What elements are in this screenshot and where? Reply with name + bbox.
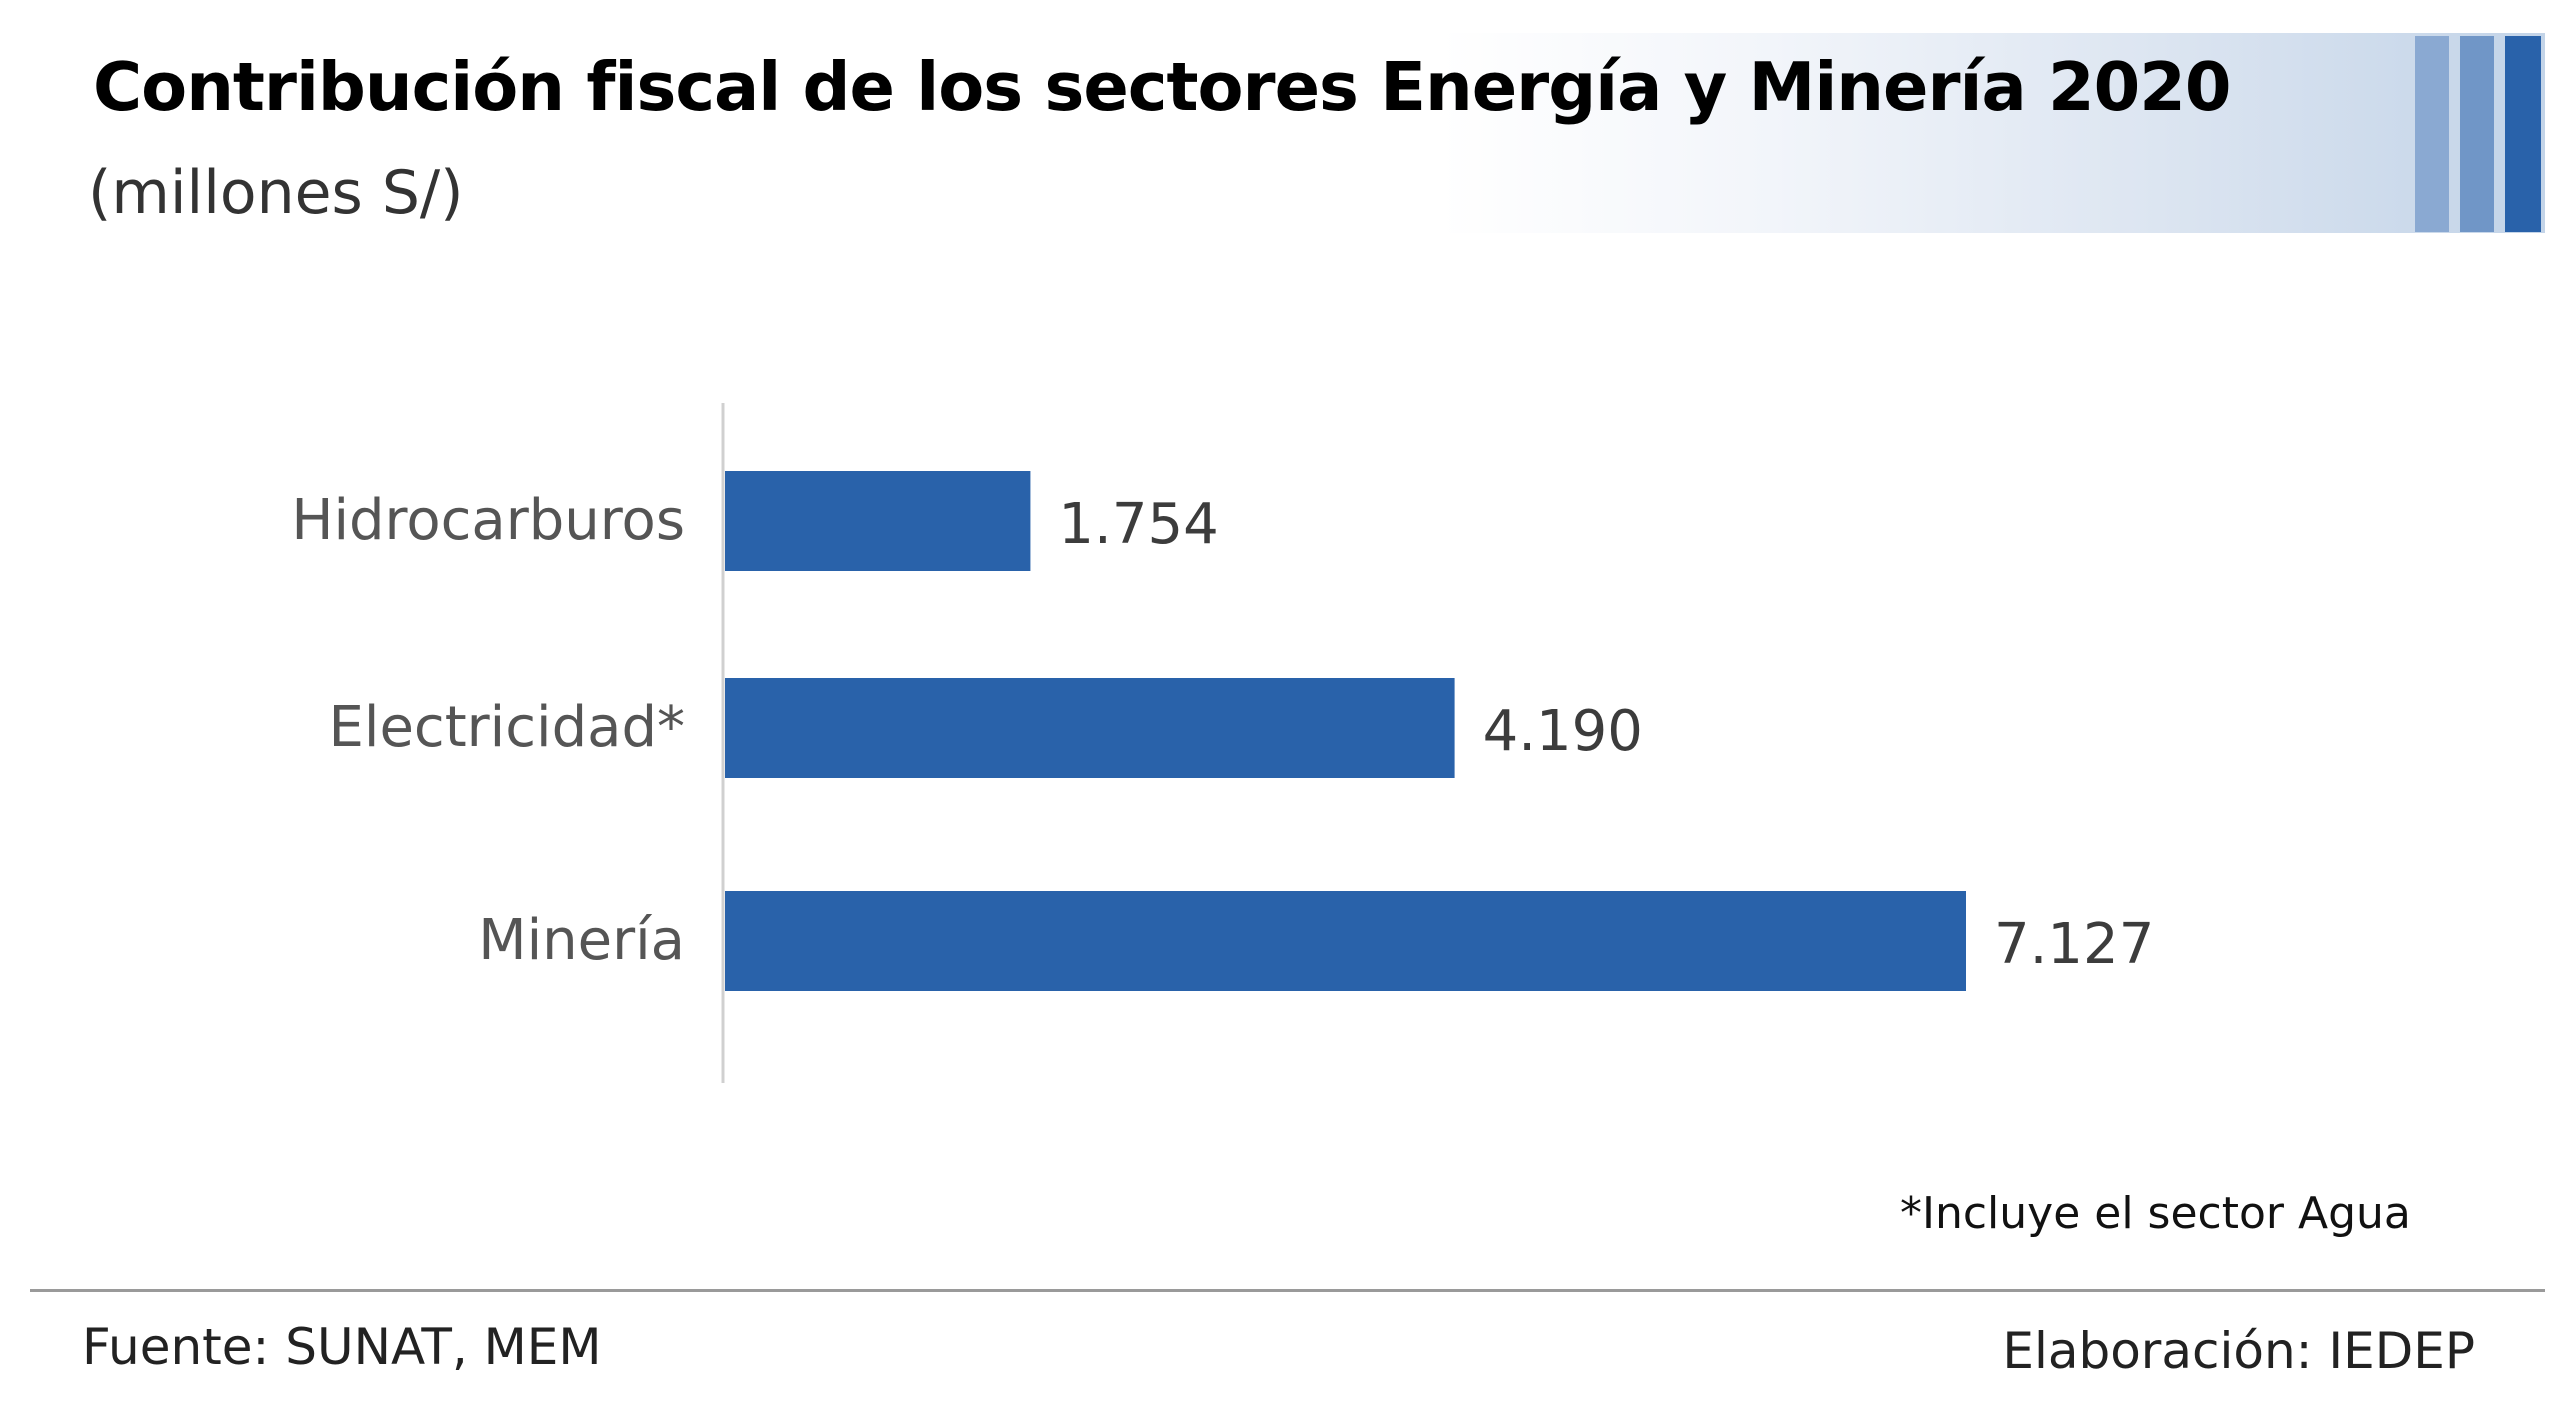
source-text: Fuente: SUNAT, MEM bbox=[82, 1318, 602, 1376]
value-label: 1.754 bbox=[1058, 492, 1218, 557]
header-accent-stripe bbox=[2415, 36, 2449, 232]
bars-group: Hidrocarburos 1.754 Electricidad* 4.190 Mine… bbox=[291, 471, 2154, 991]
category-label: Electricidad* bbox=[329, 695, 685, 760]
footer-divider bbox=[30, 1289, 2545, 1292]
bar-1 bbox=[725, 678, 1455, 778]
header-accent-stripe bbox=[2505, 36, 2541, 232]
category-label: Hidrocarburos bbox=[291, 488, 685, 553]
header-gradient-band bbox=[1440, 33, 2545, 233]
header-accent-stripe bbox=[2460, 36, 2494, 232]
bar-0 bbox=[725, 471, 1031, 571]
footnote: *Incluye el sector Agua bbox=[1900, 1188, 2411, 1239]
chart-subtitle: (millones S/) bbox=[88, 158, 464, 228]
category-label: Minería bbox=[478, 908, 685, 973]
chart-title: Contribución fiscal de los sectores Ener… bbox=[93, 48, 2231, 126]
value-label: 7.127 bbox=[1994, 912, 2154, 977]
value-label: 4.190 bbox=[1483, 699, 1643, 764]
credit-text: Elaboración: IEDEP bbox=[2002, 1322, 2475, 1380]
bar-2 bbox=[725, 891, 1966, 991]
